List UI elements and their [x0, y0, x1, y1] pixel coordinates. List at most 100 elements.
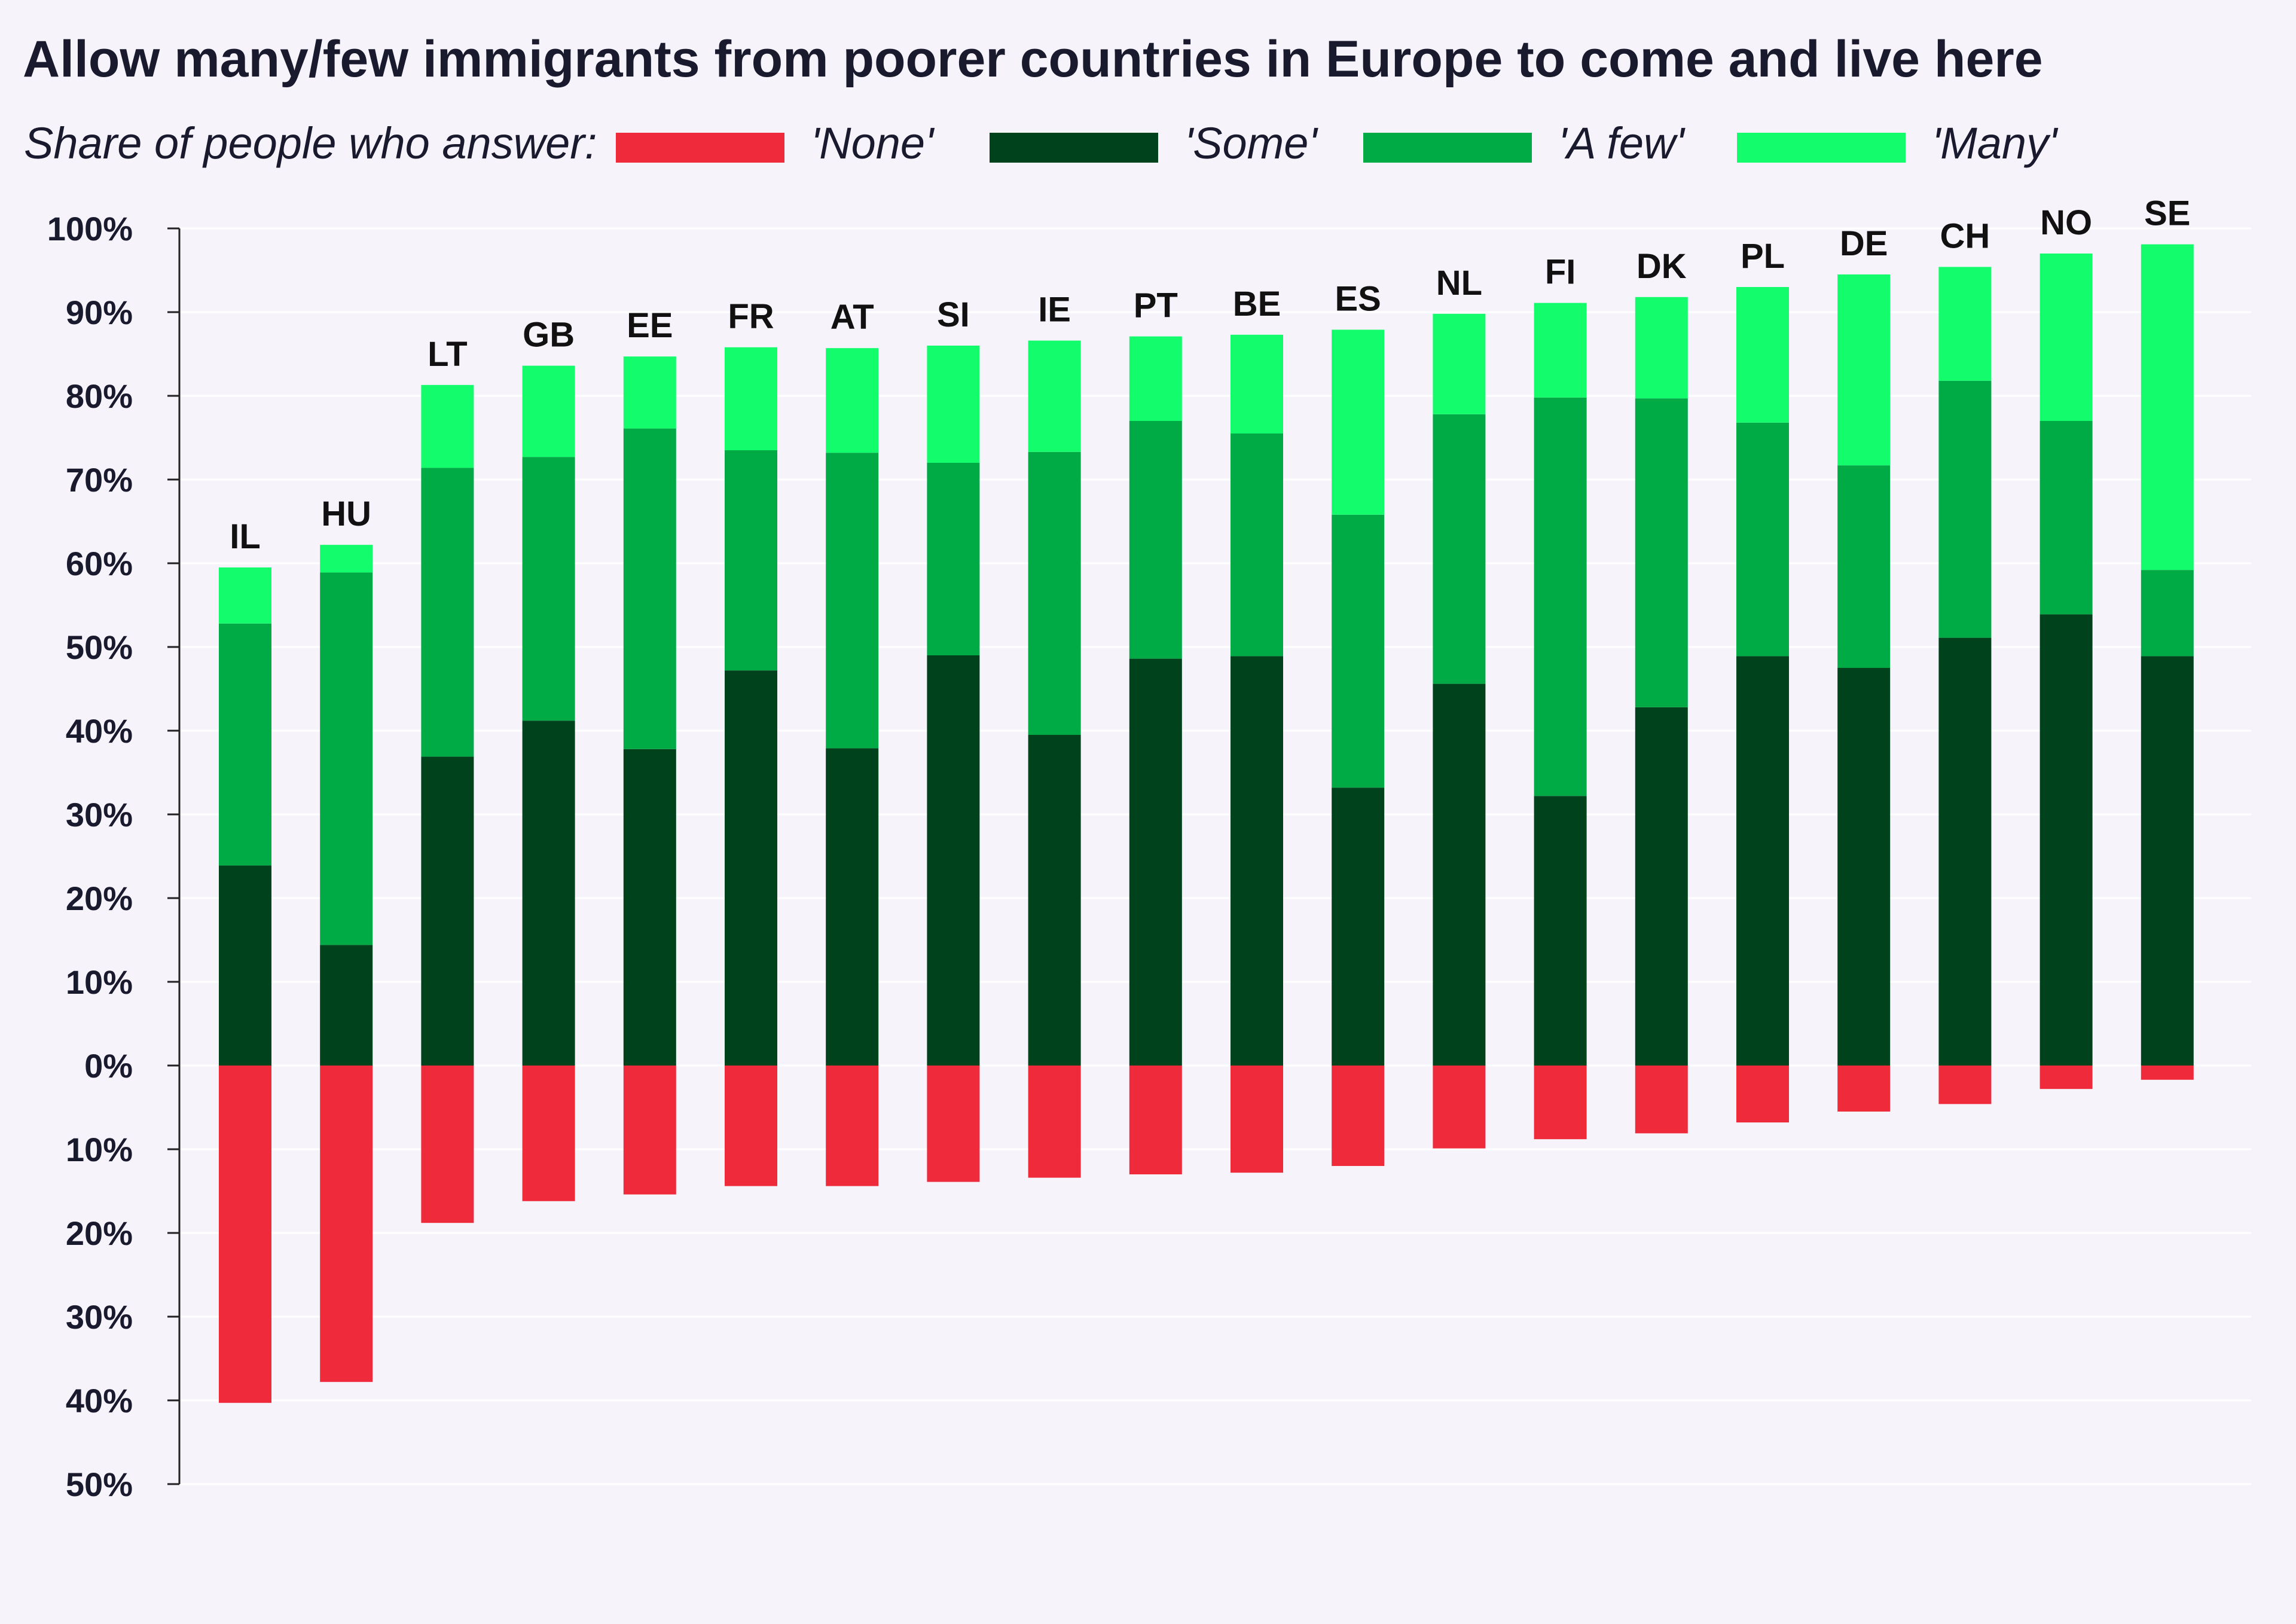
y-tick-label: 0% [84, 1047, 133, 1085]
bar-GB-series-0 [522, 1066, 575, 1201]
bar-NL-series-1 [1433, 683, 1486, 1066]
bar-NO-series-2 [2039, 421, 2093, 615]
category-label-HU: HU [321, 494, 371, 533]
bar-CH-series-0 [1938, 1066, 1992, 1104]
bar-FR-series-1 [725, 670, 777, 1066]
y-tick-label: 70% [66, 461, 133, 499]
bar-HU-series-1 [320, 945, 373, 1066]
bar-GB-series-2 [522, 457, 575, 721]
bar-CH-series-3 [1938, 267, 1992, 381]
bar-SE-series-3 [2141, 244, 2194, 570]
bar-BE-series-0 [1231, 1066, 1283, 1173]
bar-NL-series-3 [1433, 313, 1486, 414]
bar-LT-series-2 [421, 468, 474, 757]
legend-swatch-3 [1737, 133, 1906, 163]
chart-subtitle: Share of people who answer: [24, 118, 597, 168]
category-label-IE: IE [1038, 291, 1071, 329]
bar-FI-series-3 [1534, 303, 1587, 398]
bar-AT-series-2 [826, 453, 879, 749]
bar-IE-series-1 [1028, 735, 1081, 1066]
bar-DK-series-3 [1635, 297, 1688, 399]
category-label-FR: FR [728, 297, 774, 336]
y-tick-label: 60% [66, 545, 133, 582]
bar-ES-series-2 [1332, 514, 1385, 788]
y-tick-label: 20% [66, 880, 133, 917]
bar-PL-series-2 [1736, 422, 1789, 657]
bar-PT-series-1 [1129, 658, 1182, 1066]
bar-GB-series-1 [522, 721, 575, 1066]
category-label-GB: GB [523, 316, 575, 355]
legend-label-0: 'None' [811, 118, 935, 168]
category-label-BE: BE [1233, 285, 1281, 323]
bar-HU-series-2 [320, 572, 373, 945]
bar-AT-series-1 [826, 748, 879, 1066]
bar-EE-series-2 [623, 428, 676, 749]
bar-PT-series-3 [1129, 336, 1182, 421]
bar-LT-series-0 [421, 1066, 474, 1223]
bar-HU-series-3 [320, 545, 373, 573]
bar-IL-series-0 [219, 1066, 271, 1403]
legend: 'None' 'Some' 'A few' 'Many' [616, 118, 2059, 168]
y-tick-label: 100% [47, 210, 133, 248]
bar-IE-series-2 [1028, 451, 1081, 735]
y-tick-label: 30% [66, 796, 133, 834]
bar-FI-series-2 [1534, 397, 1587, 796]
bar-FI-series-0 [1534, 1066, 1587, 1140]
bar-IL-series-3 [219, 567, 271, 624]
bar-ES-series-1 [1332, 787, 1385, 1066]
bar-SE-series-0 [2141, 1066, 2194, 1080]
y-tick-label: 80% [66, 377, 133, 415]
y-axis: 100% 90% 80% 70% 60% 50% 40% 30% 20% 10% 0% 10% 20% 3… [47, 210, 181, 1503]
bar-ES-series-0 [1332, 1066, 1385, 1166]
bar-SI-series-2 [927, 463, 980, 655]
bar-SE-series-2 [2141, 570, 2194, 657]
legend-label-1: 'Some' [1184, 118, 1318, 168]
bar-BE-series-2 [1231, 434, 1283, 657]
bar-IE-series-3 [1028, 340, 1081, 452]
bar-FR-series-3 [725, 347, 777, 450]
bar-BE-series-1 [1231, 656, 1283, 1066]
y-tick-label: 10% [66, 1131, 133, 1168]
bar-NO-series-1 [2039, 614, 2093, 1066]
category-label-SE: SE [2144, 194, 2190, 233]
bar-LT-series-3 [421, 384, 474, 468]
bar-EE-series-1 [623, 749, 676, 1066]
category-label-NL: NL [1436, 264, 1482, 303]
category-label-LT: LT [428, 335, 468, 374]
bar-FR-series-2 [725, 450, 777, 671]
category-label-NO: NO [2040, 203, 2092, 242]
y-tick-label: 40% [66, 1382, 133, 1420]
bar-PL-series-1 [1736, 656, 1789, 1066]
y-tick-label: 20% [66, 1214, 133, 1252]
category-label-IL: IL [230, 517, 261, 556]
bar-DE-series-2 [1837, 465, 1891, 668]
bar-PT-series-0 [1129, 1066, 1182, 1174]
bar-CH-series-2 [1938, 380, 1992, 638]
bar-NL-series-2 [1433, 414, 1486, 684]
bar-EE-series-0 [623, 1066, 676, 1195]
bar-PL-series-3 [1736, 287, 1789, 423]
bars [219, 244, 2194, 1403]
y-tick-label: 30% [66, 1298, 133, 1336]
bar-EE-series-3 [623, 356, 676, 429]
bar-PL-series-0 [1736, 1066, 1789, 1123]
category-label-EE: EE [627, 306, 673, 345]
legend-label-3: 'Many' [1932, 118, 2059, 168]
category-label-SI: SI [937, 295, 970, 334]
bar-DK-series-1 [1635, 707, 1688, 1066]
category-label-AT: AT [831, 298, 874, 337]
bar-SE-series-1 [2141, 656, 2194, 1066]
bar-GB-series-3 [522, 365, 575, 457]
bar-ES-series-3 [1332, 329, 1385, 515]
y-tick-label: 40% [66, 712, 133, 750]
bar-BE-series-3 [1231, 334, 1283, 434]
bar-LT-series-1 [421, 756, 474, 1066]
y-tick-label: 50% [66, 1466, 133, 1503]
bar-PT-series-2 [1129, 421, 1182, 659]
bar-DE-series-3 [1837, 274, 1891, 466]
legend-label-2: 'A few' [1558, 118, 1686, 168]
y-tick-label: 90% [66, 294, 133, 331]
bar-AT-series-3 [826, 348, 879, 453]
bar-NO-series-3 [2039, 254, 2093, 421]
